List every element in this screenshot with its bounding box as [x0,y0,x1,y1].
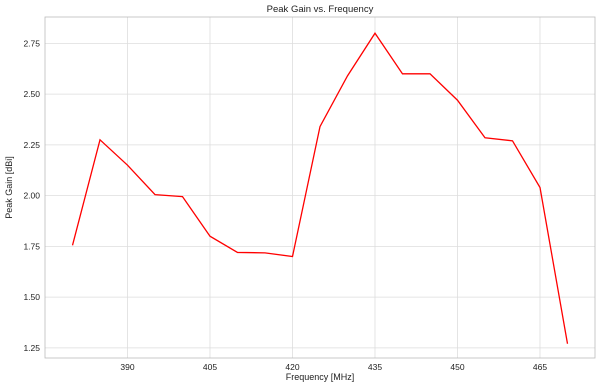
y-axis-label: Peak Gain [dBi] [4,156,14,219]
x-axis-label: Frequency [MHz] [286,372,355,382]
y-tick-label: 2.00 [23,191,40,201]
x-tick-label: 390 [120,362,134,372]
y-tick-label: 2.25 [23,140,40,150]
x-tick-label: 435 [368,362,382,372]
y-tick-label: 1.50 [23,292,40,302]
y-tick-label: 2.75 [23,38,40,48]
x-tick-label: 405 [203,362,217,372]
series-line-0 [71,32,569,344]
chart-title: Peak Gain vs. Frequency [267,4,374,15]
grid-layer [45,17,595,358]
x-tick-label: 420 [285,362,299,372]
y-tick-label: 2.50 [23,89,40,99]
series-layer [71,32,569,344]
y-tick-label: 1.75 [23,241,40,251]
x-tick-label: 450 [450,362,464,372]
y-tick-label: 1.25 [23,343,40,353]
x-tick-label: 465 [533,362,547,372]
plot-frame [44,16,596,359]
tick-layer: 390 405 420 435 450 465 1.25 1.50 1.75 2.00 2.25 2.… [23,38,547,372]
